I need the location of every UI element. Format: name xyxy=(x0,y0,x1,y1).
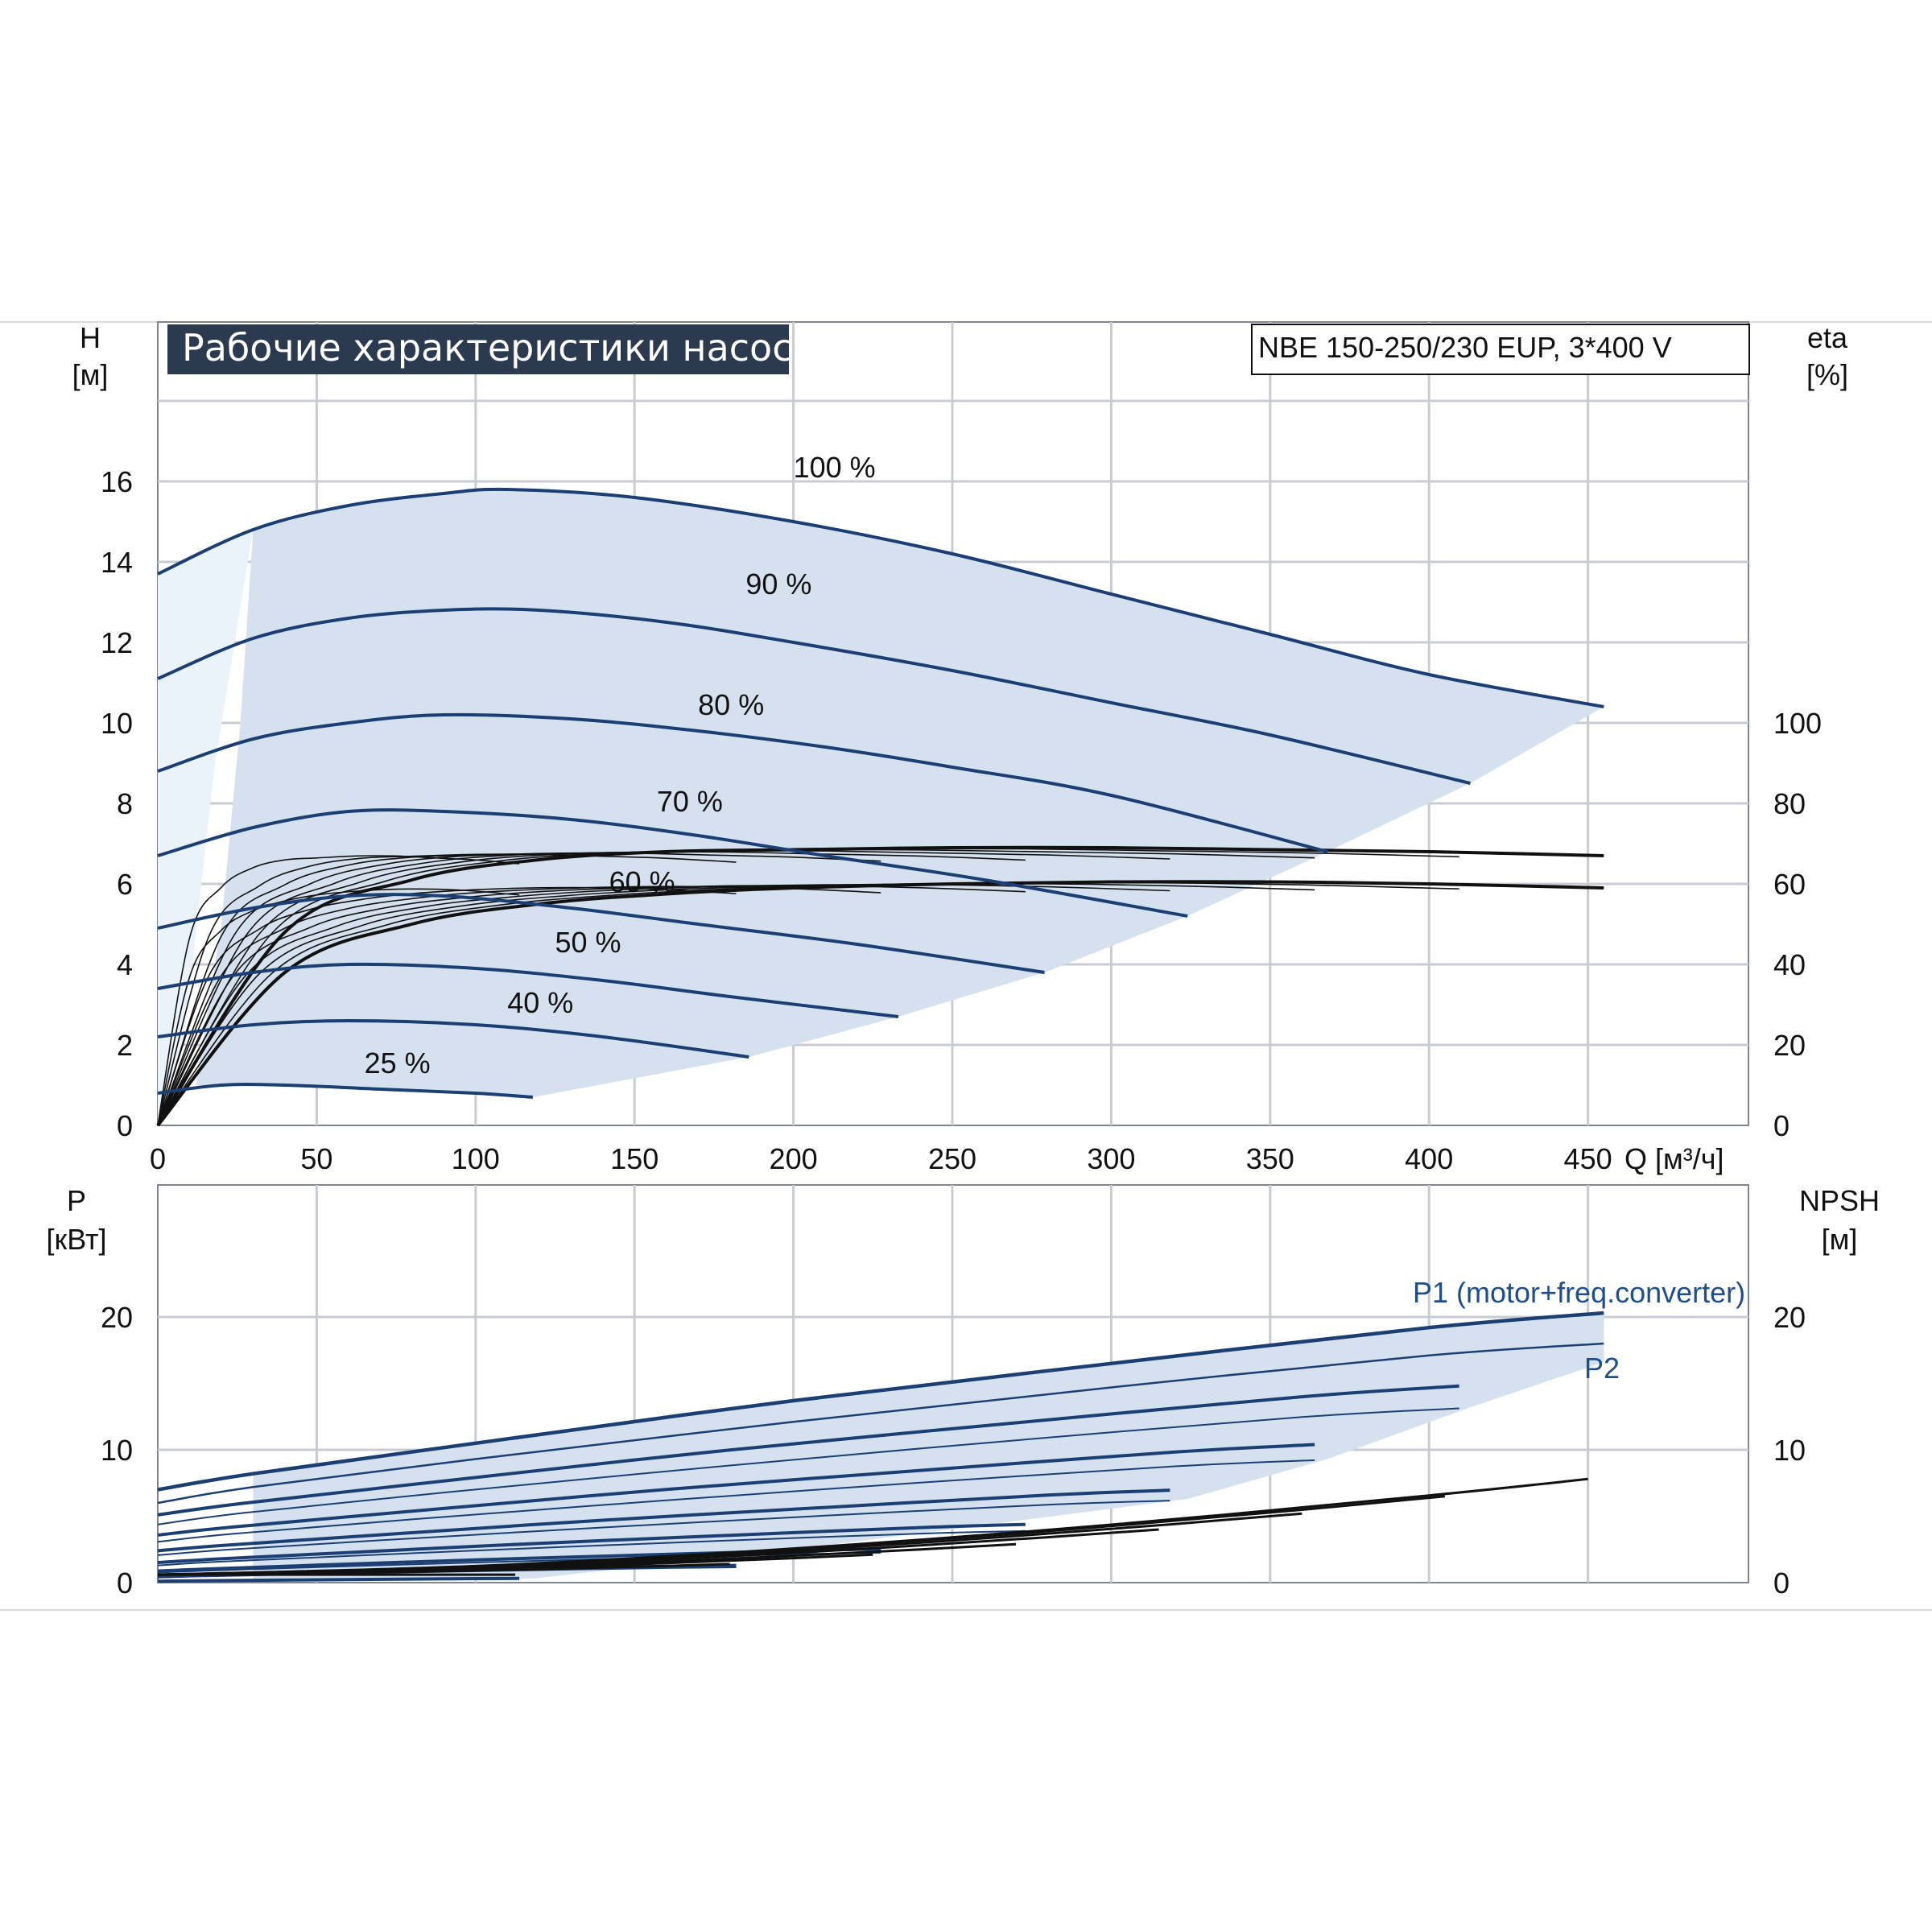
p2-curve xyxy=(157,1342,1604,1505)
y-tick-label: 0 xyxy=(117,1109,133,1142)
power-curve-speed xyxy=(157,1459,1315,1543)
p-tick-label: 0 xyxy=(117,1567,133,1600)
power-plot: 0 10 20 0 10 20 xyxy=(101,1184,1806,1600)
y-tick-label: 2 xyxy=(117,1029,133,1062)
speed-label: 60 % xyxy=(609,865,675,898)
y-tick-label: 14 xyxy=(101,546,133,579)
power-area-fill xyxy=(253,1313,1604,1579)
p1-curve xyxy=(157,1311,1604,1492)
efficiency-curve-speed xyxy=(157,884,1170,1126)
efficiency-curve-speed xyxy=(157,852,881,1126)
y-tick-label: 10 xyxy=(101,707,133,740)
p-tick-label: 20 xyxy=(101,1301,133,1334)
x-tick-label: 350 xyxy=(1246,1142,1294,1175)
power-curve-speed xyxy=(157,1522,1026,1565)
power-curve-speed xyxy=(157,1578,520,1583)
p-axis-unit: [кВт] xyxy=(46,1223,106,1256)
eta-axis-unit: [%] xyxy=(1806,358,1848,391)
npsh-axis-title: NPSH xyxy=(1799,1184,1880,1217)
power-curve-speed xyxy=(157,1384,1459,1517)
p-tick-label: 10 xyxy=(101,1434,133,1467)
x-tick-label: 150 xyxy=(610,1142,658,1175)
h-axis-unit: [м] xyxy=(72,358,109,391)
efficiency-curve-speed xyxy=(157,885,1026,1126)
efficiency-curve-speed xyxy=(157,855,520,1126)
y2-tick-label: 20 xyxy=(1773,1029,1806,1062)
y-tick-label: 8 xyxy=(117,787,133,820)
top-tick-labels: 0 50 100 150 200 250 300 350 400 4500246810121416… xyxy=(101,465,1822,1175)
p2-label: P2 xyxy=(1584,1352,1620,1385)
y2-tick-label: 40 xyxy=(1773,948,1806,981)
npsh-tick-label: 20 xyxy=(1773,1301,1806,1334)
y-tick-label: 16 xyxy=(101,465,133,498)
operating-area xyxy=(158,489,1604,1125)
efficiency-curve-speed xyxy=(157,853,737,1126)
y2-tick-label: 100 xyxy=(1773,707,1822,740)
speed-label: 70 % xyxy=(657,785,723,818)
x-tick-label: 0 xyxy=(150,1142,166,1175)
head-efficiency-plot: 100 %90 %80 %70 %60 %50 %40 %25 % 0 50 100… xyxy=(101,321,1822,1175)
head-curve xyxy=(157,893,1045,974)
y2-tick-label: 0 xyxy=(1773,1109,1790,1142)
y2-tick-label: 80 xyxy=(1773,787,1806,820)
head-curve xyxy=(157,607,1471,785)
model-label: NBE 150-250/230 EUP, 3*400 V xyxy=(1258,331,1672,364)
y-tick-label: 12 xyxy=(101,626,133,659)
x-tick-label: 100 xyxy=(452,1142,500,1175)
speed-label: 80 % xyxy=(698,688,764,721)
power-curve-speed xyxy=(157,1443,1315,1537)
eta-axis-title: eta xyxy=(1807,321,1848,354)
speed-label: 100 % xyxy=(794,451,876,484)
speed-label: 90 % xyxy=(745,568,811,601)
x-tick-label: 50 xyxy=(300,1142,332,1175)
efficiency-curve-main xyxy=(156,880,1604,1127)
npsh-tick-label: 10 xyxy=(1773,1434,1806,1467)
x-tick-label: 400 xyxy=(1405,1142,1453,1175)
power-curves xyxy=(157,1311,1604,1583)
power-curve-speed xyxy=(157,1488,1170,1553)
power-curve-speed xyxy=(157,1407,1459,1525)
power-curve-speed xyxy=(157,1500,1170,1556)
header-title: Рабочие характеристики насоса xyxy=(182,326,815,369)
head-curve xyxy=(157,808,1188,918)
speed-label: 50 % xyxy=(555,926,621,959)
y2-tick-label: 60 xyxy=(1773,868,1806,901)
head-curve xyxy=(157,1018,749,1059)
speed-label: 40 % xyxy=(507,986,573,1019)
p-axis-title: P xyxy=(67,1184,86,1217)
operating-area-fill xyxy=(196,489,1604,1097)
head-curves: 100 % 90 % 80 % 70 % 60 % 50 % 40 % 25 % xyxy=(157,451,1604,1099)
head-curve xyxy=(157,962,899,1018)
q-axis-title: Q [м³/ч] xyxy=(1624,1142,1724,1175)
npsh-axis-unit: [м] xyxy=(1822,1223,1858,1256)
y-tick-label: 6 xyxy=(117,868,133,901)
head-curve xyxy=(157,712,1328,853)
speed-label: 25 % xyxy=(365,1046,431,1080)
p1-label: P1 (motor+freq.converter) xyxy=(1413,1276,1745,1309)
head-curve xyxy=(157,1083,534,1099)
bottom-tick-labels: 0 10 20 0 10 20 xyxy=(101,1301,1806,1600)
y-tick-label: 4 xyxy=(117,948,133,981)
efficiency-curve-speed xyxy=(157,881,1459,1126)
power-curve-speed xyxy=(157,1551,881,1574)
power-area xyxy=(253,1313,1604,1579)
efficiency-curve-speed xyxy=(157,886,881,1126)
x-tick-label: 450 xyxy=(1564,1142,1612,1175)
h-axis-title: H xyxy=(80,321,101,354)
x-tick-label: 300 xyxy=(1087,1142,1135,1175)
model-box xyxy=(1251,324,1750,375)
npsh-tick-label: 0 xyxy=(1773,1567,1790,1600)
header-title-bg xyxy=(167,324,789,374)
head-curve xyxy=(157,487,1604,708)
efficiency-curve-speed xyxy=(157,888,520,1126)
x-tick-label: 250 xyxy=(928,1142,976,1175)
power-curve-speed xyxy=(157,1530,1026,1567)
x-tick-label: 200 xyxy=(770,1142,818,1175)
